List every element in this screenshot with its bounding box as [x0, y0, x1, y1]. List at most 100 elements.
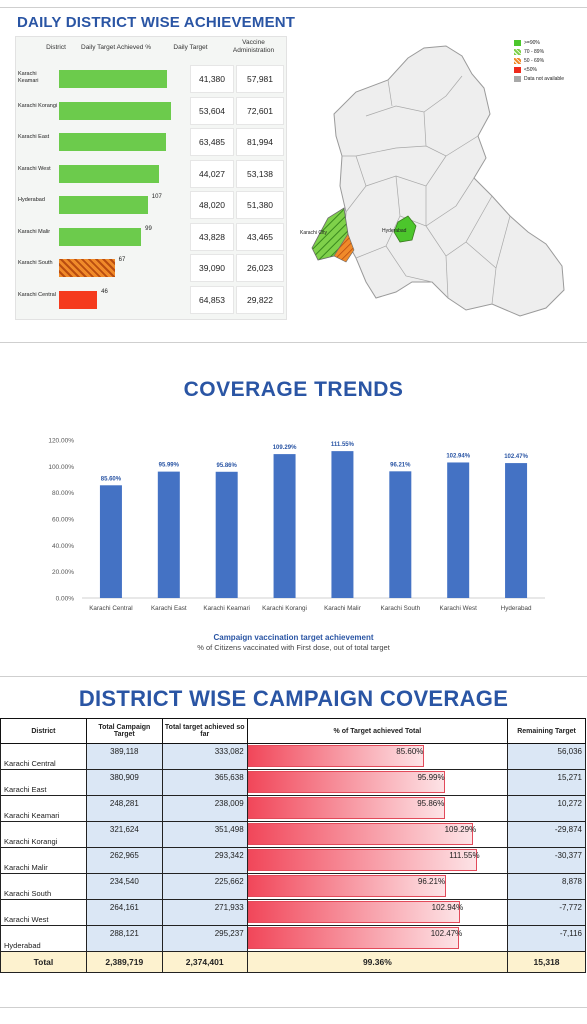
bar-value-label: 111.55%: [331, 442, 355, 448]
th-remaining: Remaining Target: [507, 718, 586, 744]
coverage-trends-chart: 0.00% 20.00% 40.00% 60.00% 80.00% 100.00% 120.…: [48, 438, 545, 612]
daily-row-district: Karachi Korangi: [18, 102, 58, 109]
table-row: Karachi East 380,909 365,638 95.99% 15,271: [0, 769, 586, 796]
y-tick-label: 40.00%: [52, 543, 74, 550]
vaccine-admin-cell: 57,981: [236, 65, 284, 93]
cell-district: Karachi Keamari: [0, 795, 87, 822]
table-row: Hyderabad 288,121 295,237 102.47% -7,116: [0, 925, 586, 952]
campaign-coverage-table: District Total Campaign Target Total tar…: [0, 718, 586, 973]
daily-target-cell: 64,853: [190, 285, 234, 314]
daily-achieved-bar: [59, 101, 172, 120]
bar-value-label: 96.21%: [390, 462, 411, 468]
x-tick-label: Karachi West: [440, 605, 478, 612]
district-lines: [342, 75, 511, 305]
daily-row: Karachi West 44,027 53,138: [16, 158, 286, 188]
table-row: Karachi South 234,540 225,662 96.21% 8,878: [0, 873, 586, 900]
vaccine-admin-cell: 72,601: [236, 96, 284, 125]
daily-achieved-label: 46: [101, 288, 108, 295]
legend-label: 70 - 89%: [524, 49, 545, 55]
daily-achieved-bar: [59, 290, 98, 309]
daily-row-district: Karachi West: [18, 165, 51, 172]
header-vaccine-admin: Vaccine Administration: [232, 39, 275, 54]
pct-bar: [247, 901, 460, 923]
daily-achieved-bar: [59, 196, 148, 214]
cell-campaign-target: 321,624: [85, 821, 163, 848]
cell-campaign-target: 288,121: [85, 925, 163, 952]
total-target: 2,389,719: [85, 951, 163, 973]
table-body: Karachi Central 389,118 333,082 85.60% 56,03…: [0, 743, 586, 952]
daily-achieved-bar: [59, 164, 160, 183]
daily-achieved-label: 99: [145, 225, 152, 232]
legend-item: <50%: [514, 67, 537, 73]
x-tick-label: Karachi Keamari: [203, 605, 250, 612]
cell-campaign-target: 248,281: [85, 795, 163, 822]
total-pct: 99.36%: [246, 951, 509, 973]
daily-row: Karachi East 63,485 81,994: [16, 126, 286, 156]
cell-campaign-target: 380,909: [85, 769, 163, 796]
cell-remaining: 10,272: [507, 795, 586, 822]
legend-label: >=90%: [524, 40, 540, 46]
bar: [99, 485, 122, 598]
legend-swatch: [514, 49, 521, 55]
th-achieved: Total target achieved so far: [161, 718, 248, 744]
cell-remaining: -7,772: [507, 899, 586, 926]
section2-title: COVERAGE TRENDS: [183, 378, 404, 401]
pct-label: 102.94%: [431, 903, 464, 912]
sindh-outline: [333, 45, 565, 317]
daily-achieved-bar: [59, 227, 142, 246]
vaccine-admin-cell: 81,994: [236, 128, 284, 156]
daily-target-cell: 44,027: [190, 159, 234, 188]
cell-remaining: 8,878: [507, 873, 586, 900]
map-label-karachi: Karachi City: [300, 230, 327, 236]
pct-bar: [247, 797, 446, 819]
sindh-district-map: Karachi City Hyderabad: [300, 45, 565, 317]
bar: [331, 451, 354, 598]
legend-swatch: [514, 67, 521, 73]
hyderabad-area: [393, 215, 417, 243]
x-tick-label: Karachi South: [381, 605, 421, 612]
total-achieved: 2,374,401: [161, 951, 248, 973]
y-tick-label: 0.00%: [56, 596, 75, 603]
table-row: Karachi Korangi 321,624 351,498 109.29% -29,…: [0, 821, 586, 848]
cell-campaign-target: 264,161: [85, 899, 163, 926]
legend-swatch: [514, 76, 521, 82]
daily-target-cell: 43,828: [190, 222, 234, 251]
vaccine-admin-cell: 43,465: [236, 222, 284, 251]
x-tick-label: Karachi East: [151, 605, 187, 612]
cell-campaign-target: 389,118: [85, 743, 163, 770]
bar-value-label: 102.94%: [446, 453, 470, 459]
cell-achieved: 295,237: [161, 925, 248, 952]
cell-campaign-target: 262,965: [85, 847, 163, 874]
bar: [157, 471, 180, 598]
bar: [273, 454, 296, 598]
pct-bar: [247, 771, 446, 793]
y-tick-label: 60.00%: [52, 517, 74, 524]
cell-district: Hyderabad: [0, 925, 87, 952]
x-tick-label: Karachi Korangi: [262, 605, 307, 612]
pct-label: 95.99%: [417, 773, 445, 782]
pct-label: 96.21%: [417, 877, 446, 886]
cell-district: Karachi East: [0, 769, 87, 796]
pct-bar: [247, 823, 473, 845]
bar: [447, 462, 470, 598]
vaccine-admin-cell: 51,380: [236, 191, 284, 219]
legend-item: >=90%: [514, 40, 540, 46]
cell-achieved: 293,342: [161, 847, 248, 874]
daily-row: Karachi Malir 99 43,828 43,465: [16, 221, 286, 251]
bar-value-label: 95.86%: [217, 463, 238, 469]
pct-bar: [247, 927, 459, 949]
th-pct: % of Target achieved Total: [246, 718, 509, 744]
table-row: Karachi Malir 262,965 293,342 111.55% -30,37…: [0, 847, 586, 874]
cell-remaining: -29,874: [507, 821, 586, 848]
th-campaign-target: Total Campaign Target: [85, 718, 163, 744]
x-tick-label: Hyderabad: [501, 605, 532, 612]
daily-row-district: Karachi Malir: [18, 228, 51, 235]
cell-pct: 96.21%: [246, 873, 509, 900]
top-divider: [0, 7, 587, 8]
pct-label: 95.86%: [417, 799, 445, 808]
daily-target-cell: 39,090: [190, 254, 234, 282]
daily-row: Karachi South 67 39,090 26,023: [16, 252, 286, 282]
legend-item: 50 - 69%: [514, 58, 544, 64]
bar-value-label: 102.47%: [504, 454, 528, 460]
cell-achieved: 225,662: [161, 873, 248, 900]
